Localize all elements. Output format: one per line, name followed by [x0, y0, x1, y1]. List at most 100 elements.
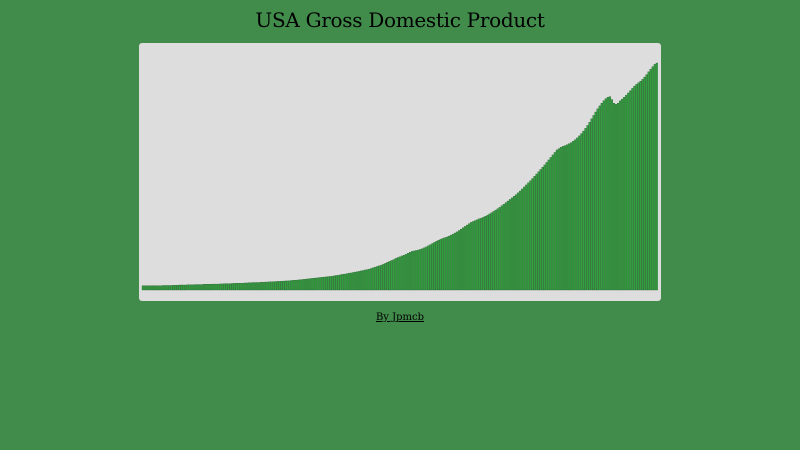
gdp-bar	[229, 283, 232, 291]
gdp-bar	[335, 275, 338, 291]
gdp-bar	[492, 211, 495, 291]
gdp-bar	[517, 192, 520, 291]
gdp-bar	[321, 277, 324, 291]
gdp-bar	[578, 135, 581, 291]
gdp-bar	[606, 97, 609, 291]
gdp-bar	[386, 262, 389, 291]
gdp-bar	[572, 141, 575, 291]
gdp-bar	[394, 258, 397, 291]
gdp-bar	[586, 125, 589, 291]
gdp-bar	[480, 217, 483, 291]
gdp-bar	[447, 236, 450, 291]
gdp-bar	[515, 194, 518, 291]
gdp-bar	[188, 284, 191, 291]
gdp-bar	[309, 278, 312, 291]
gdp-bar	[378, 265, 381, 291]
gdp-bar	[274, 281, 277, 291]
gdp-bar	[641, 79, 644, 291]
gdp-bar	[302, 279, 305, 291]
gdp-bar	[621, 98, 624, 291]
gdp-bar	[614, 104, 617, 291]
gdp-bar	[219, 283, 222, 291]
gdp-bar	[380, 264, 383, 291]
gdp-bar	[253, 282, 256, 291]
gdp-bar	[551, 154, 554, 291]
gdp-bar	[353, 271, 356, 291]
gdp-bar	[145, 285, 148, 291]
gdp-bar	[264, 281, 267, 291]
gdp-bar	[411, 251, 414, 291]
gdp-bar	[441, 238, 444, 291]
gdp-bar	[319, 277, 322, 291]
gdp-bar	[158, 285, 161, 291]
gdp-bar	[459, 228, 462, 291]
gdp-bar	[427, 245, 430, 291]
gdp-bar	[349, 272, 352, 291]
gdp-bar	[162, 285, 165, 291]
gdp-bar	[276, 281, 279, 291]
gdp-bar	[249, 282, 252, 291]
gdp-bar	[576, 137, 579, 291]
gdp-bar-chart	[141, 62, 658, 291]
gdp-bar	[508, 199, 511, 291]
gdp-bar	[288, 280, 291, 291]
gdp-bar	[531, 178, 534, 291]
gdp-bar	[300, 279, 303, 291]
gdp-bar	[549, 157, 552, 291]
gdp-bar	[541, 167, 544, 291]
gdp-bar	[547, 159, 550, 291]
gdp-bar	[417, 249, 420, 291]
gdp-bar	[608, 96, 611, 291]
gdp-bar	[521, 188, 524, 291]
gdp-bar	[372, 267, 375, 291]
gdp-bar	[239, 283, 242, 291]
gdp-bar	[610, 99, 613, 291]
gdp-bar	[172, 285, 175, 291]
gdp-bar	[307, 278, 310, 291]
gdp-bar	[564, 145, 566, 291]
gdp-bar	[455, 231, 458, 291]
gdp-bar	[523, 186, 526, 291]
gdp-bar	[223, 283, 226, 291]
gdp-bar	[506, 200, 509, 291]
gdp-bar	[258, 282, 261, 291]
gdp-bar	[445, 236, 448, 291]
gdp-bar	[466, 224, 469, 291]
gdp-bar	[147, 285, 150, 291]
gdp-bar	[590, 118, 593, 291]
gdp-bar	[141, 285, 144, 291]
gdp-bar	[633, 85, 636, 291]
gdp-bar	[160, 285, 163, 291]
gdp-bar	[362, 270, 365, 291]
gdp-bar	[209, 284, 212, 291]
gdp-bar	[653, 64, 656, 291]
gdp-bar	[384, 263, 387, 291]
gdp-bar	[186, 284, 189, 291]
gdp-bar	[588, 122, 591, 291]
gdp-bar	[423, 247, 426, 291]
gdp-bar	[268, 281, 271, 291]
gdp-bar	[292, 280, 295, 291]
gdp-bar	[366, 269, 369, 291]
gdp-bar	[190, 284, 193, 291]
gdp-bar	[635, 84, 638, 291]
gdp-bar	[231, 283, 234, 291]
gdp-bar	[247, 282, 250, 291]
gdp-bar	[421, 248, 424, 291]
gdp-bar	[555, 149, 558, 291]
gdp-bar	[221, 283, 224, 291]
gdp-bar	[333, 275, 336, 291]
gdp-bar	[143, 285, 146, 291]
gdp-bar	[649, 68, 652, 291]
gdp-bar	[453, 232, 456, 291]
gdp-bar	[494, 209, 497, 291]
gdp-bar	[227, 283, 230, 291]
gdp-bar	[502, 204, 505, 291]
gdp-bar	[256, 282, 259, 291]
gdp-bar	[298, 279, 301, 291]
gdp-bar	[180, 284, 183, 291]
gdp-bar	[192, 284, 195, 291]
gdp-bar	[331, 275, 334, 291]
gdp-bar	[510, 197, 513, 291]
author-link[interactable]: By Jpmcb	[375, 312, 425, 323]
